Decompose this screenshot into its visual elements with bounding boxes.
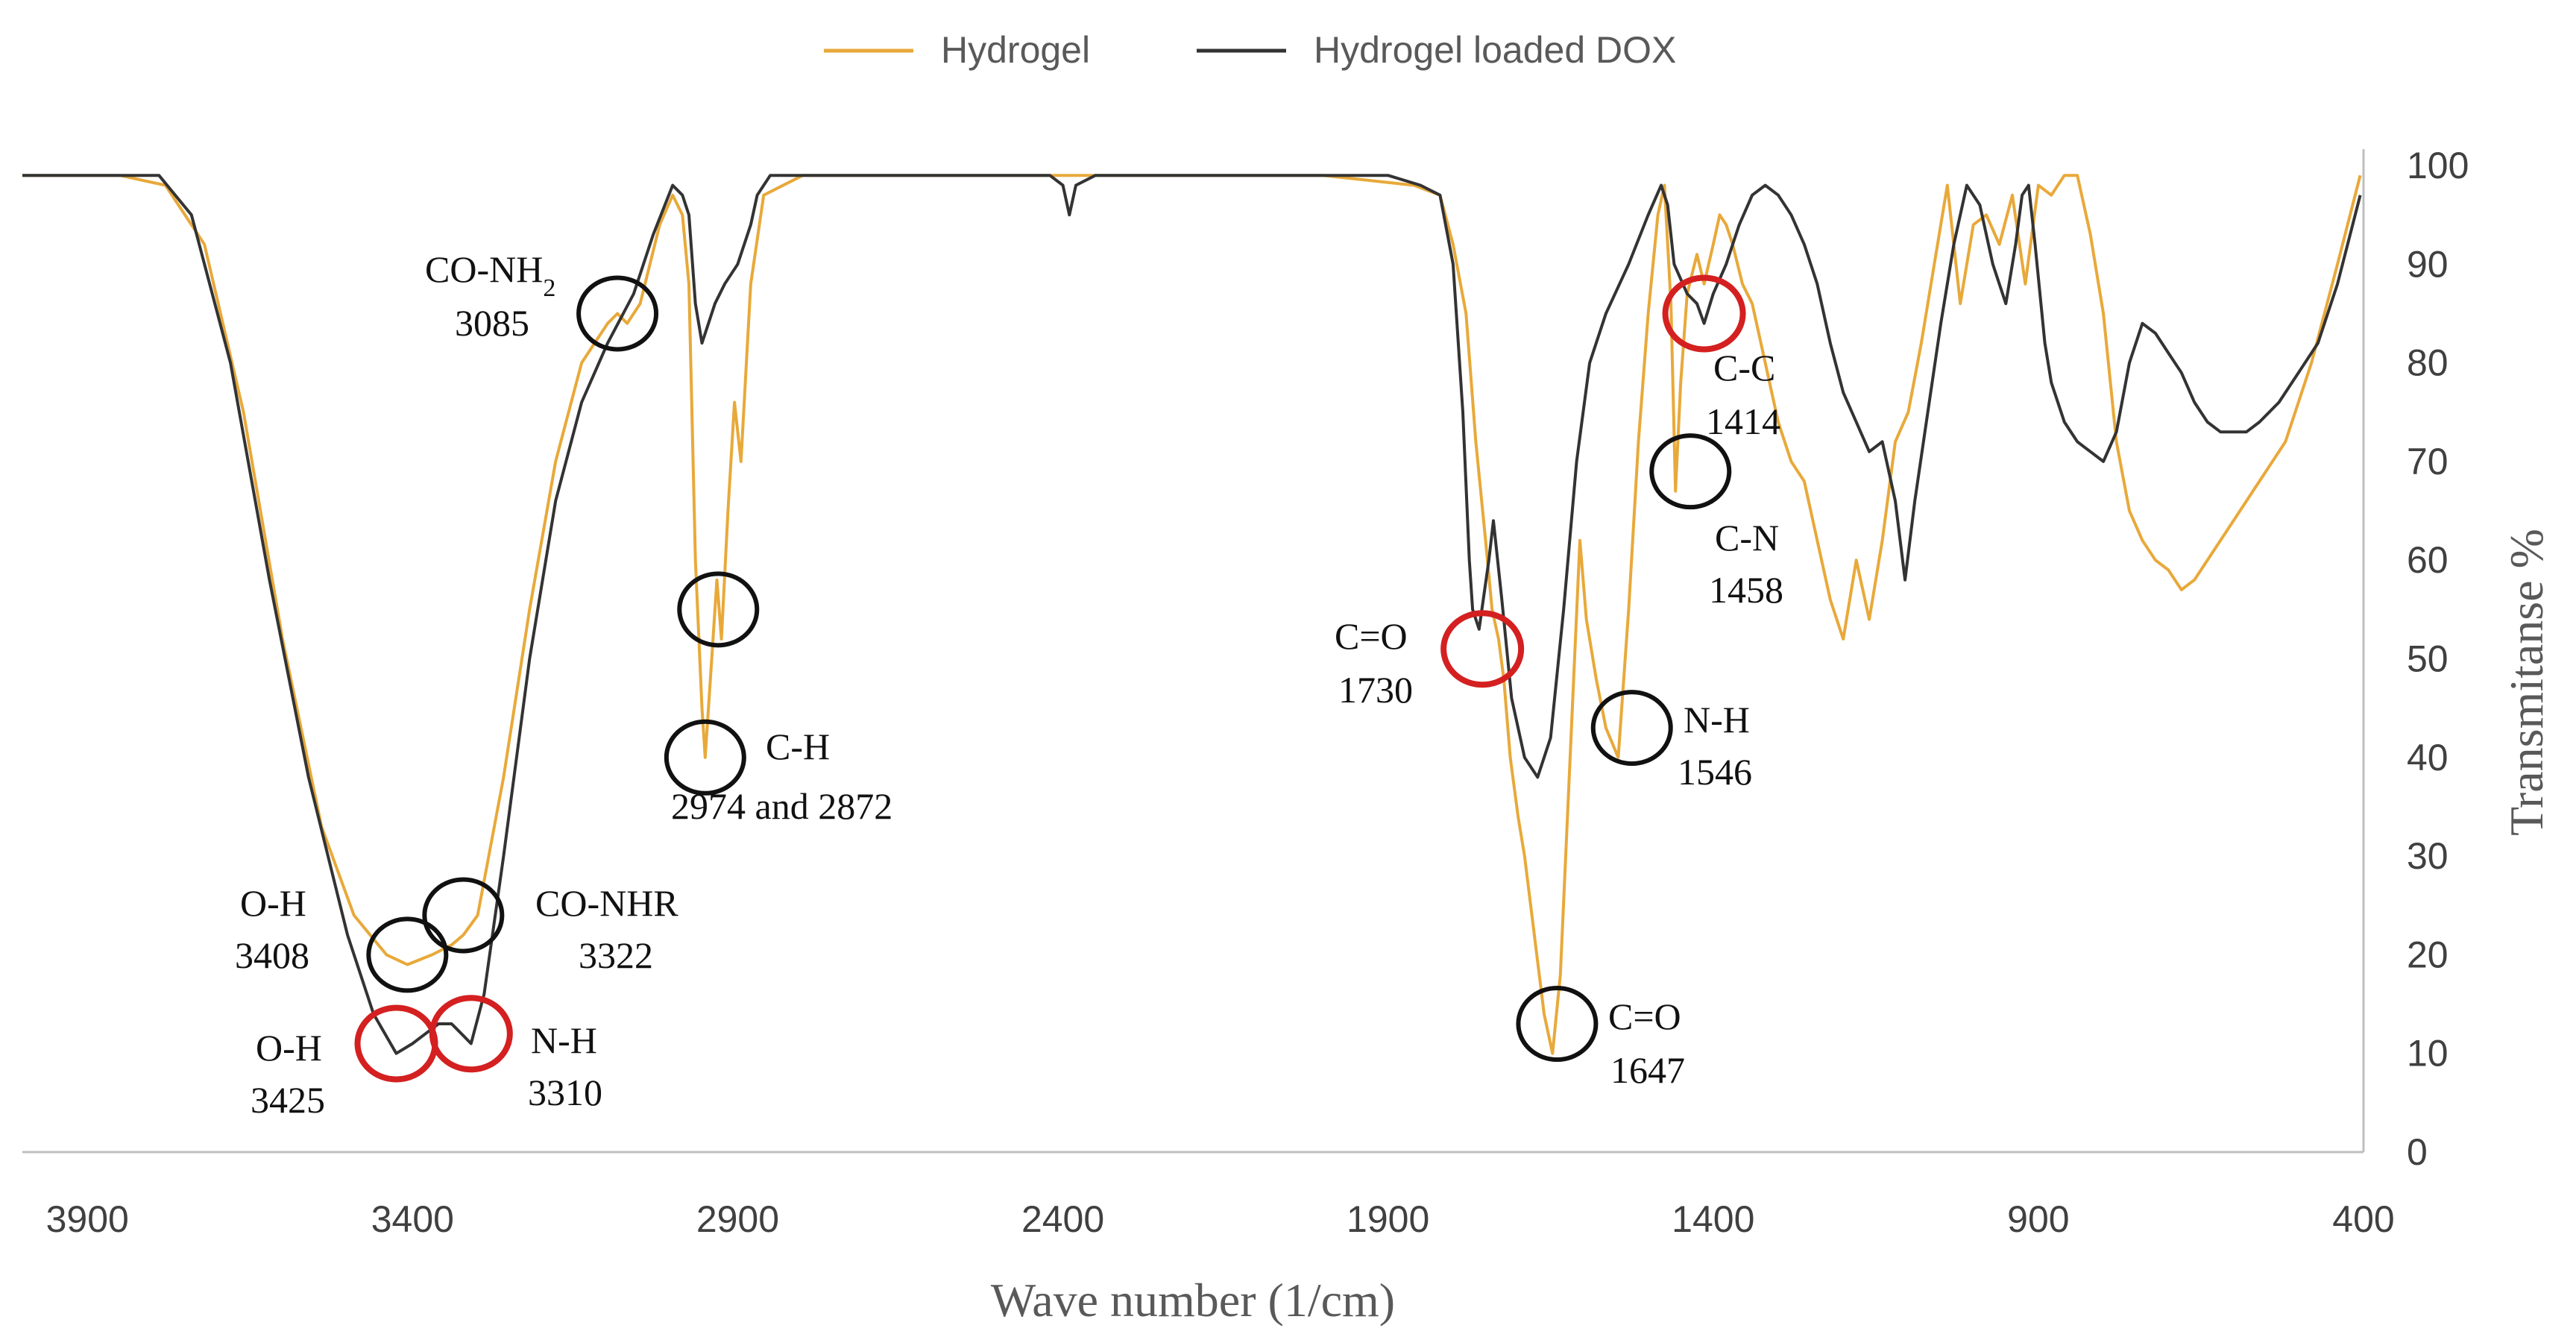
annotation-circle-black [366,916,449,993]
y-tick-label: 40 [2407,737,2449,778]
x-tick-label: 3900 [46,1198,129,1240]
y-tick-label: 50 [2407,638,2449,680]
annotation-ch-value: 2974 and 2872 [671,785,892,827]
legend-label-hydrogel-dox: Hydrogel loaded DOX [1314,29,1676,71]
series-line-hydrogel-dox [22,174,2362,1055]
y-tick-label: 30 [2407,835,2449,877]
annotation-oh-hydrogel-value: 3408 [235,934,309,976]
y-tick-label: 90 [2407,243,2449,285]
y-tick-label: 70 [2407,441,2449,482]
x-axis-title: Wave number (1/cm) [991,1274,1395,1327]
x-tick-label: 2400 [1021,1198,1104,1240]
annotation-co-1730-value: 1730 [1338,669,1413,711]
y-tick-labels: 0 10 20 30 40 50 60 70 80 90 100 [2407,145,2469,1173]
annotation-circle-red [1440,610,1525,688]
y-tick-label: 60 [2407,539,2449,581]
annotation-conh2-label: CO-NH2 [425,248,555,302]
annotation-circle-red [1662,274,1746,353]
annotation-cn-value: 1458 [1709,569,1783,611]
annotation-circle-black [664,719,746,796]
y-tick-label: 80 [2407,342,2449,384]
annotation-oh-hydrogel-label: O-H [240,882,306,924]
annotation-labels: CO-NH2 3085 C-H 2974 and 2872 O-H 3408 C… [235,248,1783,1121]
annotation-cc-value: 1414 [1706,400,1780,442]
annotation-circle-black [422,877,505,954]
legend: Hydrogel Hydrogel loaded DOX [824,29,1676,71]
annotation-conhr-label: CO-NHR [535,882,678,924]
x-tick-label: 2900 [696,1198,779,1240]
y-tick-label: 10 [2407,1033,2449,1075]
x-tick-labels: 3900 3400 2900 2400 1900 1400 900 400 [46,1198,2395,1240]
annotation-oh-dox-value: 3425 [251,1079,325,1121]
annotation-conhr-value: 3322 [579,934,653,976]
annotation-circle-black [1649,433,1732,510]
annotation-circle-black [677,571,760,648]
series-layer [22,174,2362,1055]
annotation-oh-dox-label: O-H [256,1027,322,1069]
x-tick-label: 400 [2332,1198,2394,1240]
legend-label-hydrogel: Hydrogel [941,29,1090,71]
annotation-conh2-value: 3085 [455,302,529,344]
annotation-co-1647-label: C=O [1608,995,1681,1037]
annotation-ch-label: C-H [766,726,830,767]
annotation-nh-1546-label: N-H [1684,699,1750,740]
annotation-cn-label: C-N [1715,517,1779,559]
y-tick-label: 100 [2407,145,2469,186]
x-tick-label: 1900 [1347,1198,1429,1240]
y-tick-label: 20 [2407,934,2449,975]
annotation-circle-red [354,1004,438,1083]
annotation-circles [354,274,1746,1083]
annotation-circle-black [1590,690,1673,767]
annotation-circle-black [576,275,659,352]
annotation-cc-label: C-C [1713,347,1775,388]
x-tick-label: 3400 [371,1198,454,1240]
y-axis-title: Transmitanse % [2500,529,2553,836]
y-tick-label: 0 [2407,1131,2428,1173]
annotation-nh-dox-value: 3310 [528,1072,602,1113]
annotation-circle-red [429,995,513,1073]
x-tick-label: 900 [2007,1198,2069,1240]
series-line-hydrogel [22,174,2362,1055]
annotation-co-1730-label: C=O [1335,615,1408,657]
x-tick-label: 1400 [1672,1198,1754,1240]
annotation-nh-dox-label: N-H [531,1019,597,1061]
annotation-nh-1546-value: 1546 [1678,751,1752,793]
annotation-circle-black [1516,986,1599,1063]
annotation-co-1647-value: 1647 [1610,1049,1685,1091]
